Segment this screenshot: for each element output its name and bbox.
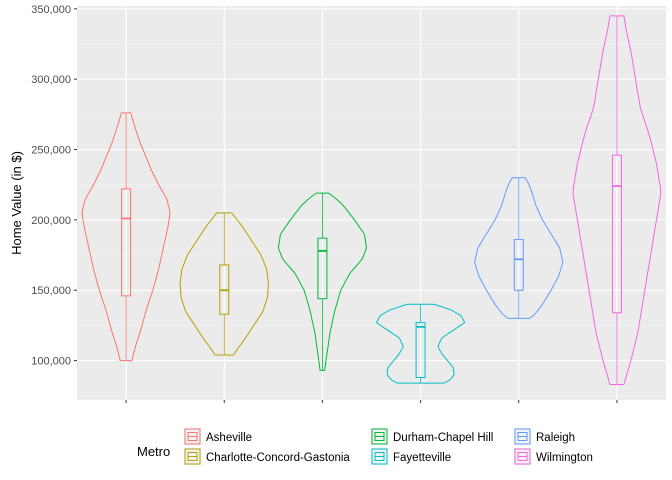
violin-outline <box>572 15 662 385</box>
y-tick-label: 100,000 <box>31 356 71 368</box>
y-tick-label: 200,000 <box>31 215 71 227</box>
violin-outline <box>474 177 564 319</box>
legend-title: Metro <box>137 444 170 459</box>
x-axis <box>125 400 618 403</box>
iqr-box <box>121 188 132 297</box>
legend-key-violin <box>514 448 531 465</box>
violin-group <box>375 303 466 384</box>
iqr-box <box>317 237 328 300</box>
violin-outline <box>277 192 367 371</box>
legend-item: Wilmington <box>514 448 593 465</box>
iqr-box <box>611 154 622 314</box>
y-tick-label: 250,000 <box>31 145 71 157</box>
y-tick-label: 350,000 <box>31 4 71 16</box>
legend-label: Durham-Chapel Hill <box>393 432 493 444</box>
legend-item: Fayetteville <box>371 448 451 465</box>
y-axis: 100,000 150,000 200,000 250,000 300,000 350,0… <box>31 4 77 368</box>
legend-label: Charlotte-Concord-Gastonia <box>206 452 350 464</box>
violins <box>81 15 662 385</box>
legend-label: Wilmington <box>536 452 593 464</box>
y-tick-label: 300,000 <box>31 74 71 86</box>
legend: Metro Asheville Charlotte-Concord-Gastoni… <box>137 428 593 465</box>
legend-key-violin <box>371 448 388 465</box>
legend-key-violin <box>514 428 531 445</box>
violin-group <box>277 192 367 371</box>
iqr-box <box>513 239 524 291</box>
y-tick-label: 150,000 <box>31 285 71 297</box>
violin-group <box>179 212 269 356</box>
iqr-box <box>415 322 426 378</box>
violin-outline <box>179 212 269 356</box>
violin-outline <box>375 303 466 384</box>
legend-item: Raleigh <box>514 428 575 445</box>
legend-label: Asheville <box>206 432 252 444</box>
y-axis-title: Home Value (in $) <box>9 151 24 255</box>
legend-label: Fayetteville <box>393 452 451 464</box>
legend-key-violin <box>184 428 201 445</box>
violin-group <box>474 177 564 319</box>
legend-item: Durham-Chapel Hill <box>371 428 493 445</box>
legend-key-violin <box>371 428 388 445</box>
legend-item: Asheville <box>184 428 252 445</box>
violin-group <box>81 112 171 362</box>
panel-background <box>77 6 666 400</box>
legend-item: Charlotte-Concord-Gastonia <box>184 448 350 465</box>
violin-outline <box>81 112 171 362</box>
violin-group <box>572 15 662 385</box>
legend-key-violin <box>184 448 201 465</box>
legend-label: Raleigh <box>536 432 575 444</box>
